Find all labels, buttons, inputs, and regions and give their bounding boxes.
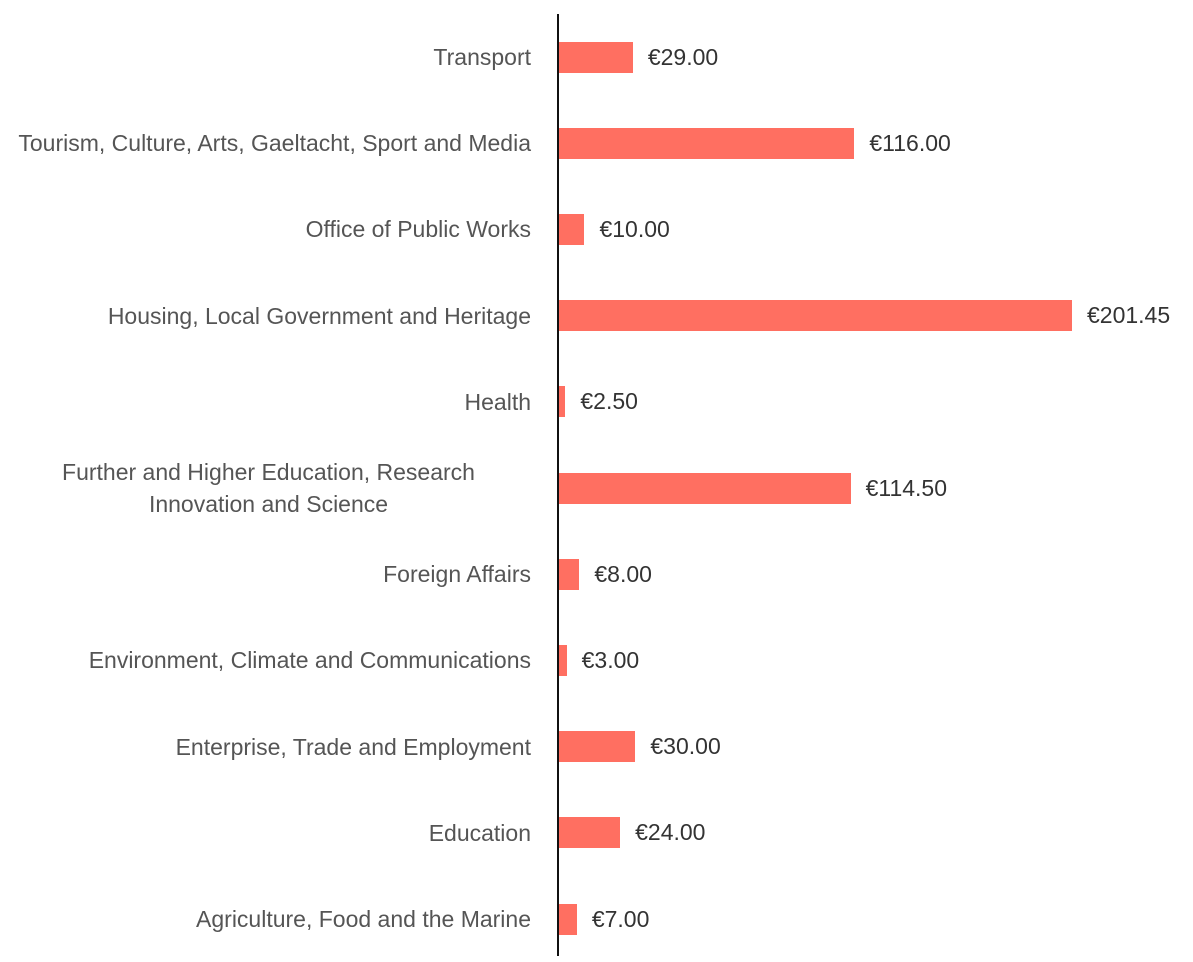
- value-label: €7.00: [591, 905, 650, 932]
- category-label-box: Education: [6, 790, 531, 876]
- category-label-box: Enterprise, Trade and Employment: [6, 704, 531, 790]
- category-label: Foreign Affairs: [383, 561, 531, 588]
- category-label-box: Health: [6, 359, 531, 445]
- category-label-box: Foreign Affairs: [6, 531, 531, 617]
- axis-line: [557, 14, 559, 956]
- category-label-box: Tourism, Culture, Arts, Gaeltacht, Sport…: [6, 100, 531, 186]
- bar: [559, 386, 566, 418]
- category-label: Environment, Climate and Communications: [88, 647, 531, 674]
- category-label-box: Transport: [6, 14, 531, 100]
- bar: [559, 472, 851, 504]
- category-label: Health: [464, 388, 531, 415]
- bar: [559, 817, 621, 849]
- value-label: €10.00: [599, 215, 670, 242]
- value-label: €3.00: [581, 646, 640, 673]
- category-label-box: Further and Higher Education, Research I…: [6, 445, 531, 531]
- value-label: €24.00: [635, 819, 706, 846]
- value-label: €116.00: [869, 129, 951, 156]
- bar: [559, 644, 567, 676]
- category-label-box: Housing, Local Government and Heritage: [6, 273, 531, 359]
- category-label: Transport: [433, 44, 531, 70]
- value-label: €8.00: [594, 560, 652, 587]
- category-label: Office of Public Works: [305, 216, 531, 243]
- category-label-box: Office of Public Works: [6, 186, 531, 272]
- value-label: €29.00: [647, 43, 719, 70]
- category-label: Tourism, Culture, Arts, Gaeltacht, Sport…: [18, 130, 531, 157]
- category-label: Agriculture, Food and the Marine: [196, 906, 531, 932]
- bar: [559, 731, 636, 763]
- bar: [559, 903, 577, 935]
- bar: [559, 213, 585, 245]
- value-label: €114.50: [865, 474, 948, 501]
- category-label-box: Environment, Climate and Communications: [6, 617, 531, 703]
- category-label: Housing, Local Government and Heritage: [107, 302, 531, 329]
- bar: [559, 558, 580, 590]
- value-label: €2.50: [580, 388, 638, 415]
- value-label: €30.00: [650, 733, 721, 760]
- category-label-box: Agriculture, Food and the Marine: [6, 876, 531, 962]
- bar: [559, 127, 855, 159]
- bar: [559, 300, 1072, 332]
- category-label: Enterprise, Trade and Employment: [175, 733, 531, 760]
- category-label: Further and Higher Education, Research I…: [62, 459, 475, 517]
- value-label: €201.45: [1087, 302, 1171, 329]
- category-label: Education: [428, 819, 531, 846]
- bar: [559, 41, 633, 73]
